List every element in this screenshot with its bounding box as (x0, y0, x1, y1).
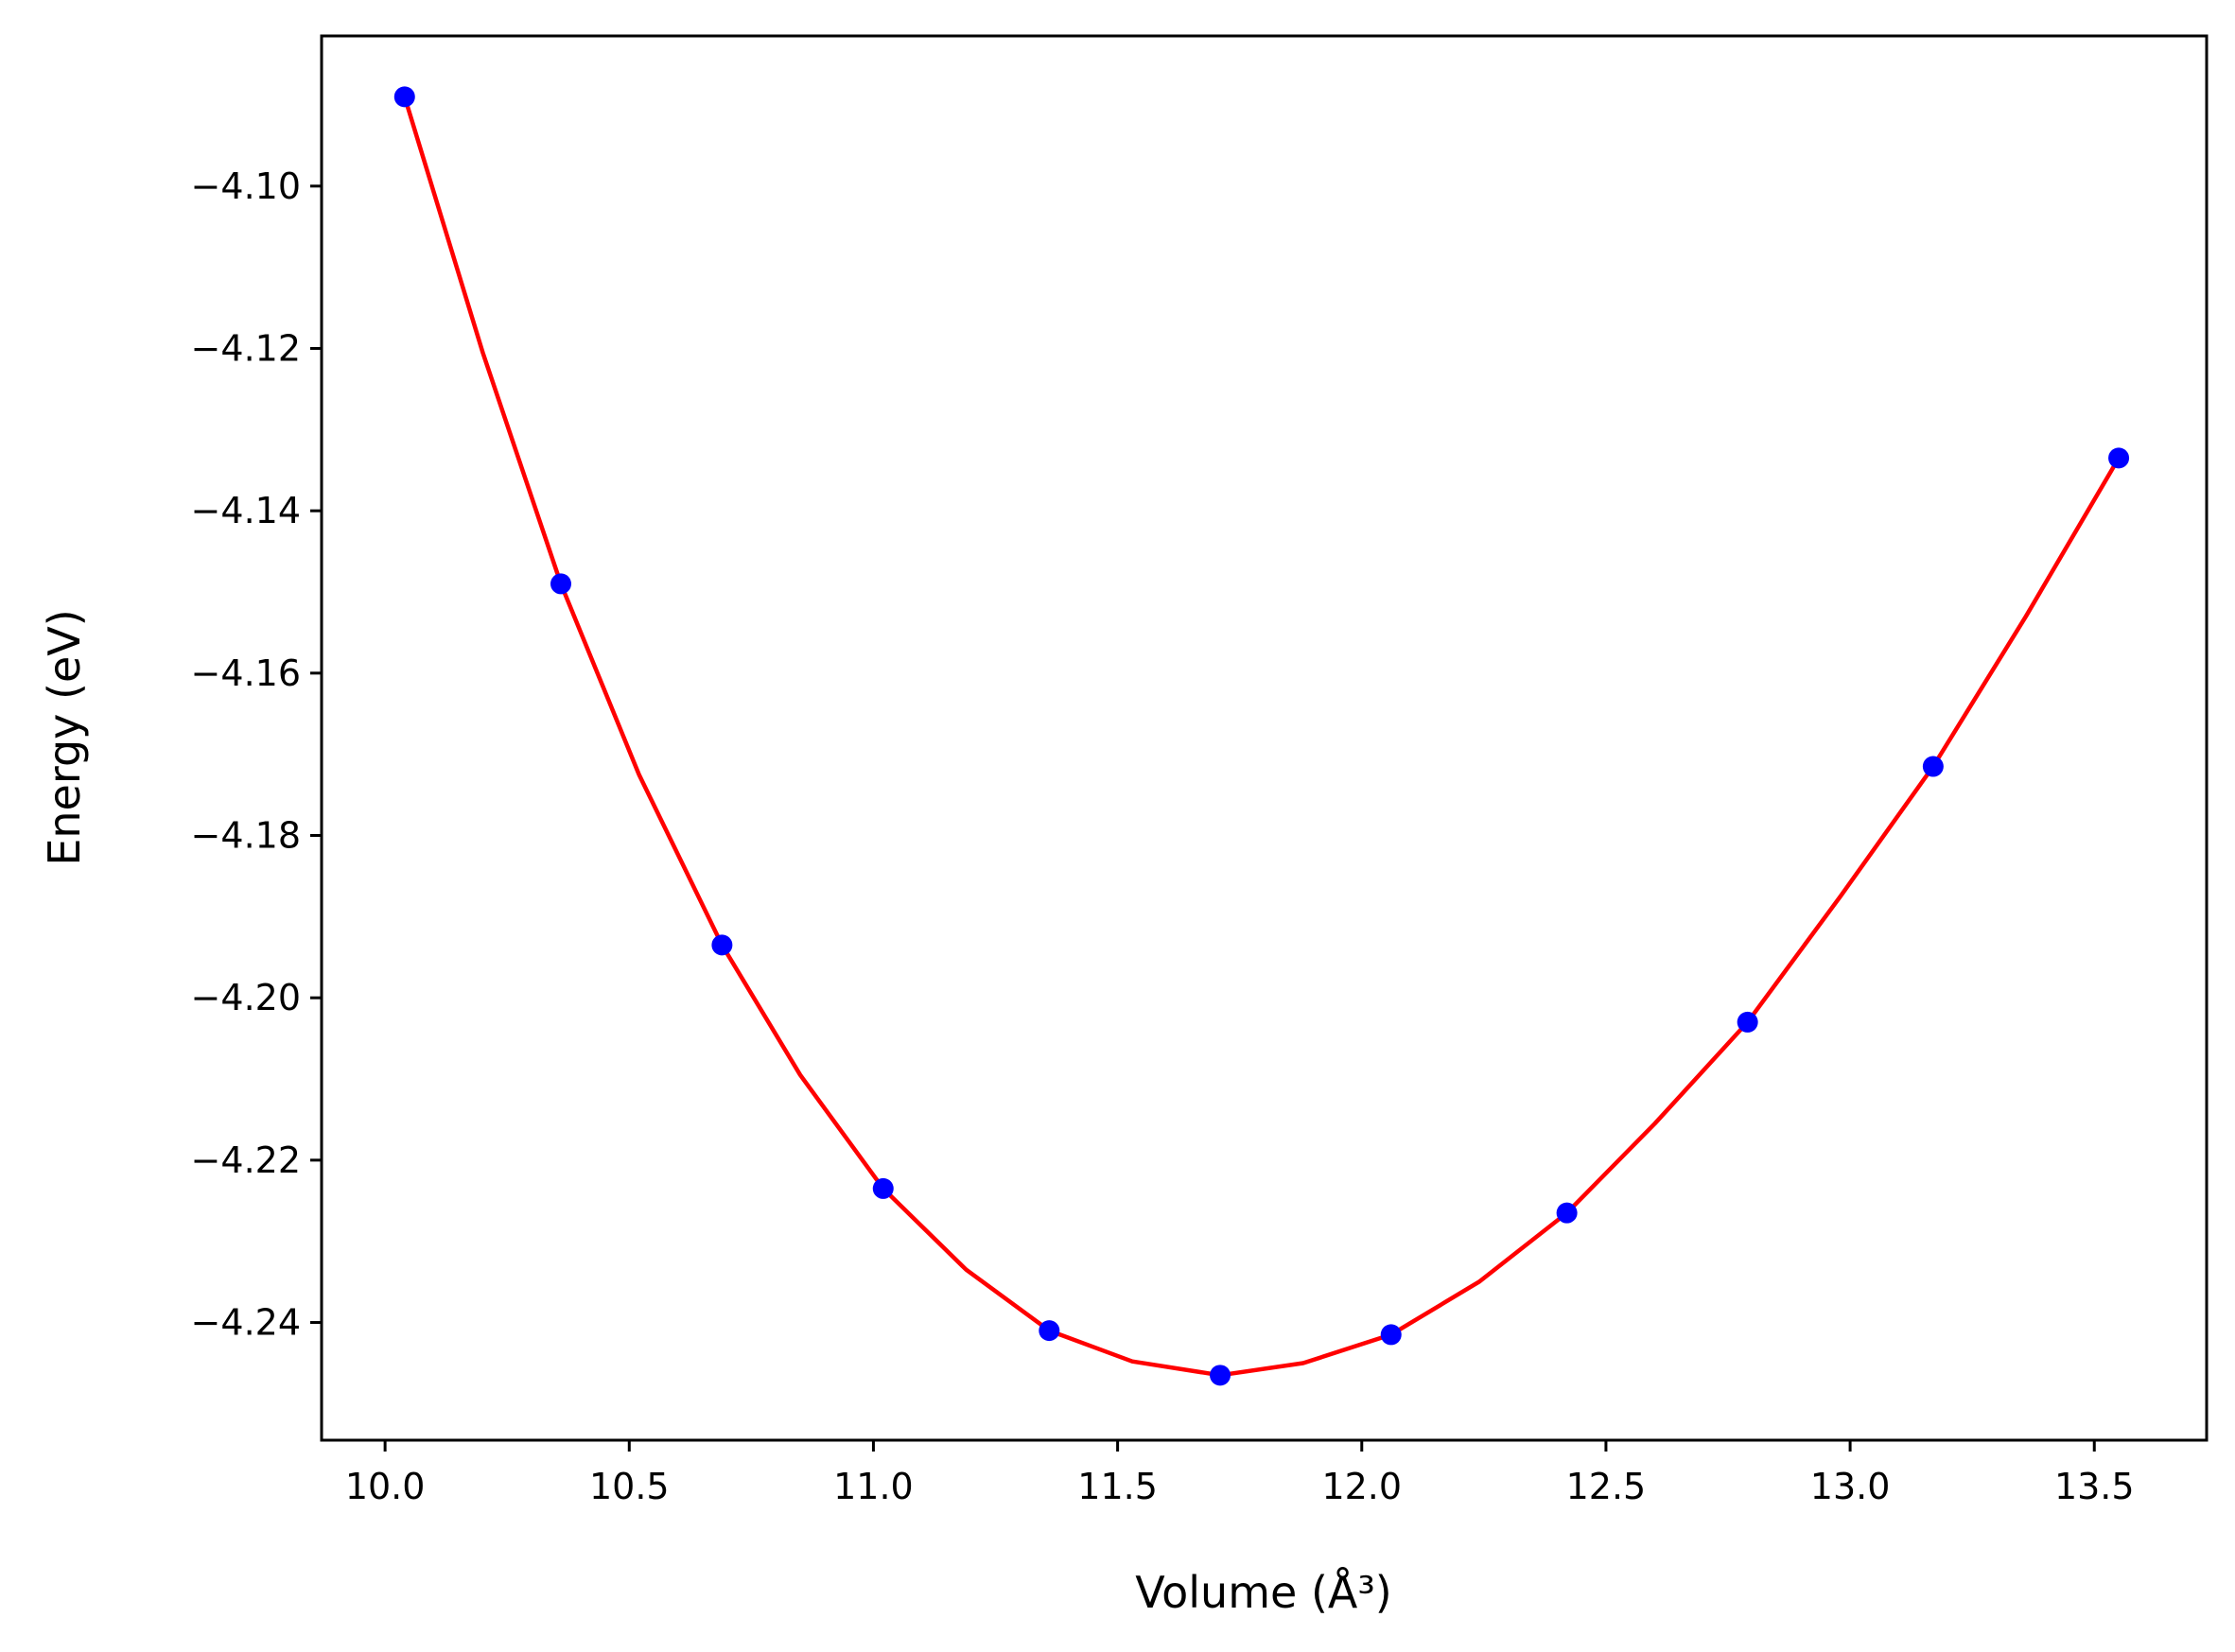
x-axis-label: Volume (Å³) (1135, 1567, 1392, 1618)
y-tick-label: −4.18 (191, 815, 301, 857)
y-axis-label: Energy (eV) (39, 609, 90, 865)
data-point-3 (711, 934, 733, 956)
y-tick-label: −4.14 (191, 490, 301, 531)
data-point-7 (1380, 1324, 1402, 1346)
data-point-5 (1039, 1320, 1060, 1342)
y-tick-label: −4.10 (191, 165, 301, 207)
x-tick-label: 13.0 (1810, 1466, 1891, 1507)
data-point-4 (872, 1177, 894, 1199)
x-tick-label: 12.5 (1566, 1466, 1647, 1507)
x-tick-label: 12.0 (1321, 1466, 1402, 1507)
y-axis-ticks: −4.24 −4.22 −4.20 −4.18 −4.16 −4.14 −4.12 −4.10 (191, 165, 322, 1344)
y-tick-label: −4.22 (191, 1139, 301, 1181)
x-axis-ticks: 10.0 10.5 11.0 11.5 12.0 12.5 13.0 13.5 (345, 1440, 2135, 1507)
x-tick-label: 10.5 (589, 1466, 670, 1507)
y-tick-label: −4.20 (191, 977, 301, 1018)
data-point-8 (1556, 1202, 1578, 1224)
x-tick-label: 10.0 (345, 1466, 426, 1507)
x-tick-label: 13.5 (2054, 1466, 2135, 1507)
plot-frame (320, 34, 2209, 1442)
data-point-2 (550, 573, 571, 595)
y-tick-label: −4.16 (191, 652, 301, 694)
data-point-11 (2108, 447, 2130, 469)
data-point-6 (1210, 1365, 1231, 1386)
data-point-9 (1737, 1011, 1758, 1033)
data-point-10 (1922, 756, 1944, 777)
data-point-1 (393, 86, 415, 108)
x-tick-label: 11.5 (1077, 1466, 1158, 1507)
x-tick-label: 11.0 (833, 1466, 914, 1507)
data-points-layer (393, 86, 2130, 1386)
y-tick-label: −4.12 (191, 327, 301, 369)
y-tick-label: −4.24 (191, 1302, 301, 1344)
